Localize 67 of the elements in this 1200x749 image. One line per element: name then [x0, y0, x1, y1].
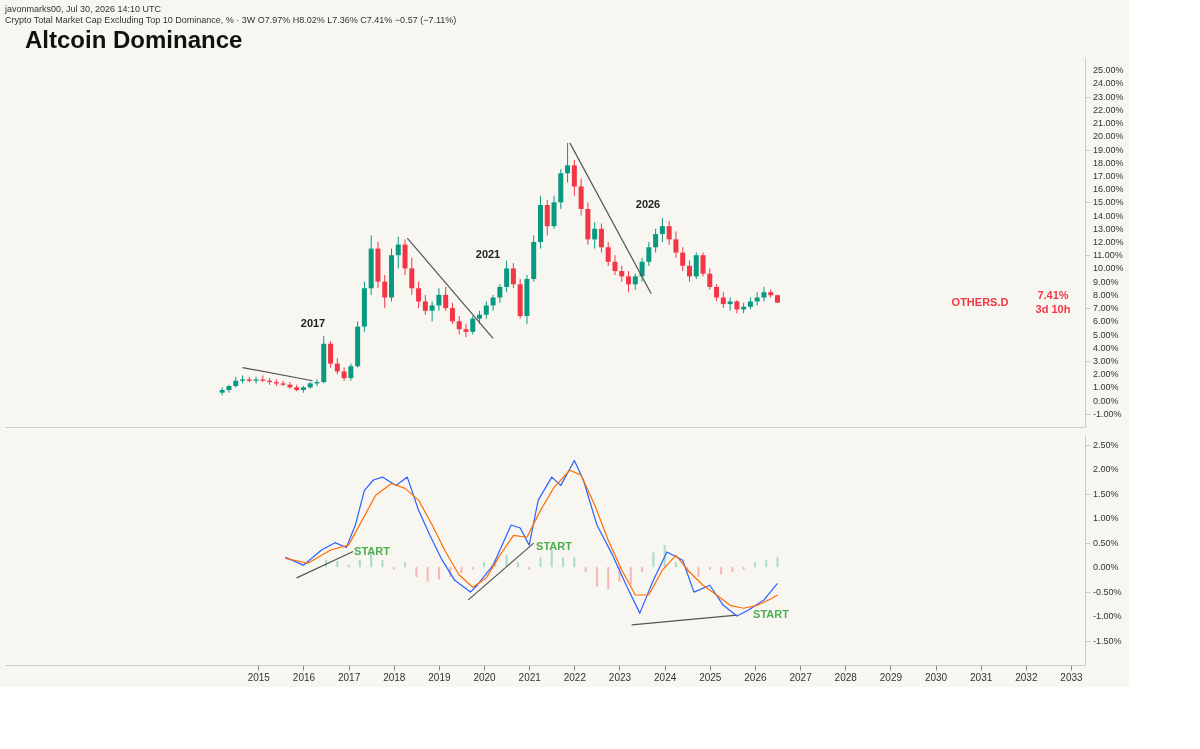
x-tick-label: 2019: [428, 671, 451, 683]
y-tick-label: 10.00%: [1093, 263, 1124, 274]
annotation: START: [536, 540, 573, 552]
y-tick-label: 14.00%: [1093, 210, 1124, 221]
x-tick-label: 2031: [970, 671, 993, 683]
y-tick-label: -1.50%: [1093, 635, 1122, 646]
y-tick-label: 7.00%: [1093, 303, 1119, 314]
y-tick-label: 1.00%: [1093, 513, 1119, 524]
y-tick-label: 8.00%: [1093, 289, 1119, 300]
y-tick-label: 1.50%: [1093, 488, 1119, 499]
y-tick-label: 0.50%: [1093, 537, 1119, 548]
y-tick-label: 4.00%: [1093, 342, 1119, 353]
y-tick-label: 20.00%: [1093, 131, 1124, 142]
y-tick-label: 0.00%: [1093, 395, 1119, 406]
annotation: OTHERS.D: [951, 296, 1009, 308]
x-tick-label: 2020: [473, 671, 497, 683]
x-tick-label: 2028: [834, 671, 858, 683]
y-tick-label: 17.00%: [1093, 170, 1124, 181]
y-tick-label: 2.00%: [1093, 464, 1119, 475]
annotation: START: [354, 545, 391, 557]
annotation: 3d 10h: [1035, 303, 1071, 315]
y-tick-label: 22.00%: [1093, 104, 1124, 115]
annotation: 7.41%: [1037, 289, 1069, 301]
x-tick-label: 2029: [879, 671, 903, 683]
y-tick-label: 16.00%: [1093, 184, 1124, 195]
x-tick-label: 2025: [699, 671, 722, 683]
y-tick-label: -1.00%: [1093, 408, 1122, 419]
x-tick-label: 2017: [337, 671, 361, 683]
y-tick-label: -0.50%: [1093, 586, 1122, 597]
y-tick-label: 3.00%: [1093, 355, 1119, 366]
annotation: 2021: [475, 248, 501, 260]
x-tick-label: 2032: [1015, 671, 1038, 683]
y-tick-label: 12.00%: [1093, 237, 1124, 247]
x-tick-label: 2027: [789, 671, 813, 683]
annotation: 2026: [635, 198, 661, 210]
y-tick-label: 11.00%: [1093, 250, 1123, 261]
y-tick-label: 23.00%: [1093, 91, 1124, 102]
annotation: 2017: [300, 317, 326, 329]
text: Crypto Total Market Cap Excluding Top 10 Dominance, % · 3W O7.97% H8.02% L7.36% C7.41% −0.57 (−7.11%): [5, 15, 457, 25]
y-tick-label: 24.00%: [1093, 78, 1124, 89]
y-tick-label: 9.00%: [1093, 276, 1119, 287]
x-tick-label: 2033: [1060, 671, 1084, 683]
annotation: START: [753, 608, 790, 620]
x-tick-label: 2026: [744, 671, 767, 683]
x-tick-label: 2024: [654, 671, 677, 683]
x-tick-label: 2016: [292, 671, 316, 683]
x-tick-label: 2015: [247, 671, 271, 683]
chart-title: Altcoin Dominance: [25, 26, 243, 53]
y-tick-label: 1.00%: [1093, 382, 1119, 393]
y-tick-label: 5.00%: [1093, 329, 1119, 340]
y-tick-label: 15.00%: [1093, 197, 1124, 208]
x-tick-label: 2022: [563, 671, 587, 683]
text: javonmarks00, Jul 30, 2026 14:10 UTC: [4, 4, 162, 14]
y-tick-label: 19.00%: [1093, 144, 1124, 155]
x-tick-label: 2023: [608, 671, 632, 683]
y-tick-label: 2.00%: [1093, 369, 1119, 380]
y-tick-label: 21.00%: [1093, 118, 1124, 129]
y-tick-label: 0.00%: [1093, 562, 1119, 573]
y-tick-label: 18.00%: [1093, 157, 1124, 168]
y-tick-label: -1.00%: [1093, 611, 1122, 622]
y-tick-label: 13.00%: [1093, 223, 1124, 234]
y-tick-label: 25.00%: [1093, 65, 1124, 76]
y-tick-label: 2.50%: [1093, 439, 1119, 450]
y-tick-label: 6.00%: [1093, 316, 1119, 327]
x-tick-label: 2021: [518, 671, 542, 683]
x-tick-label: 2030: [924, 671, 948, 683]
x-tick-label: 2018: [383, 671, 406, 683]
